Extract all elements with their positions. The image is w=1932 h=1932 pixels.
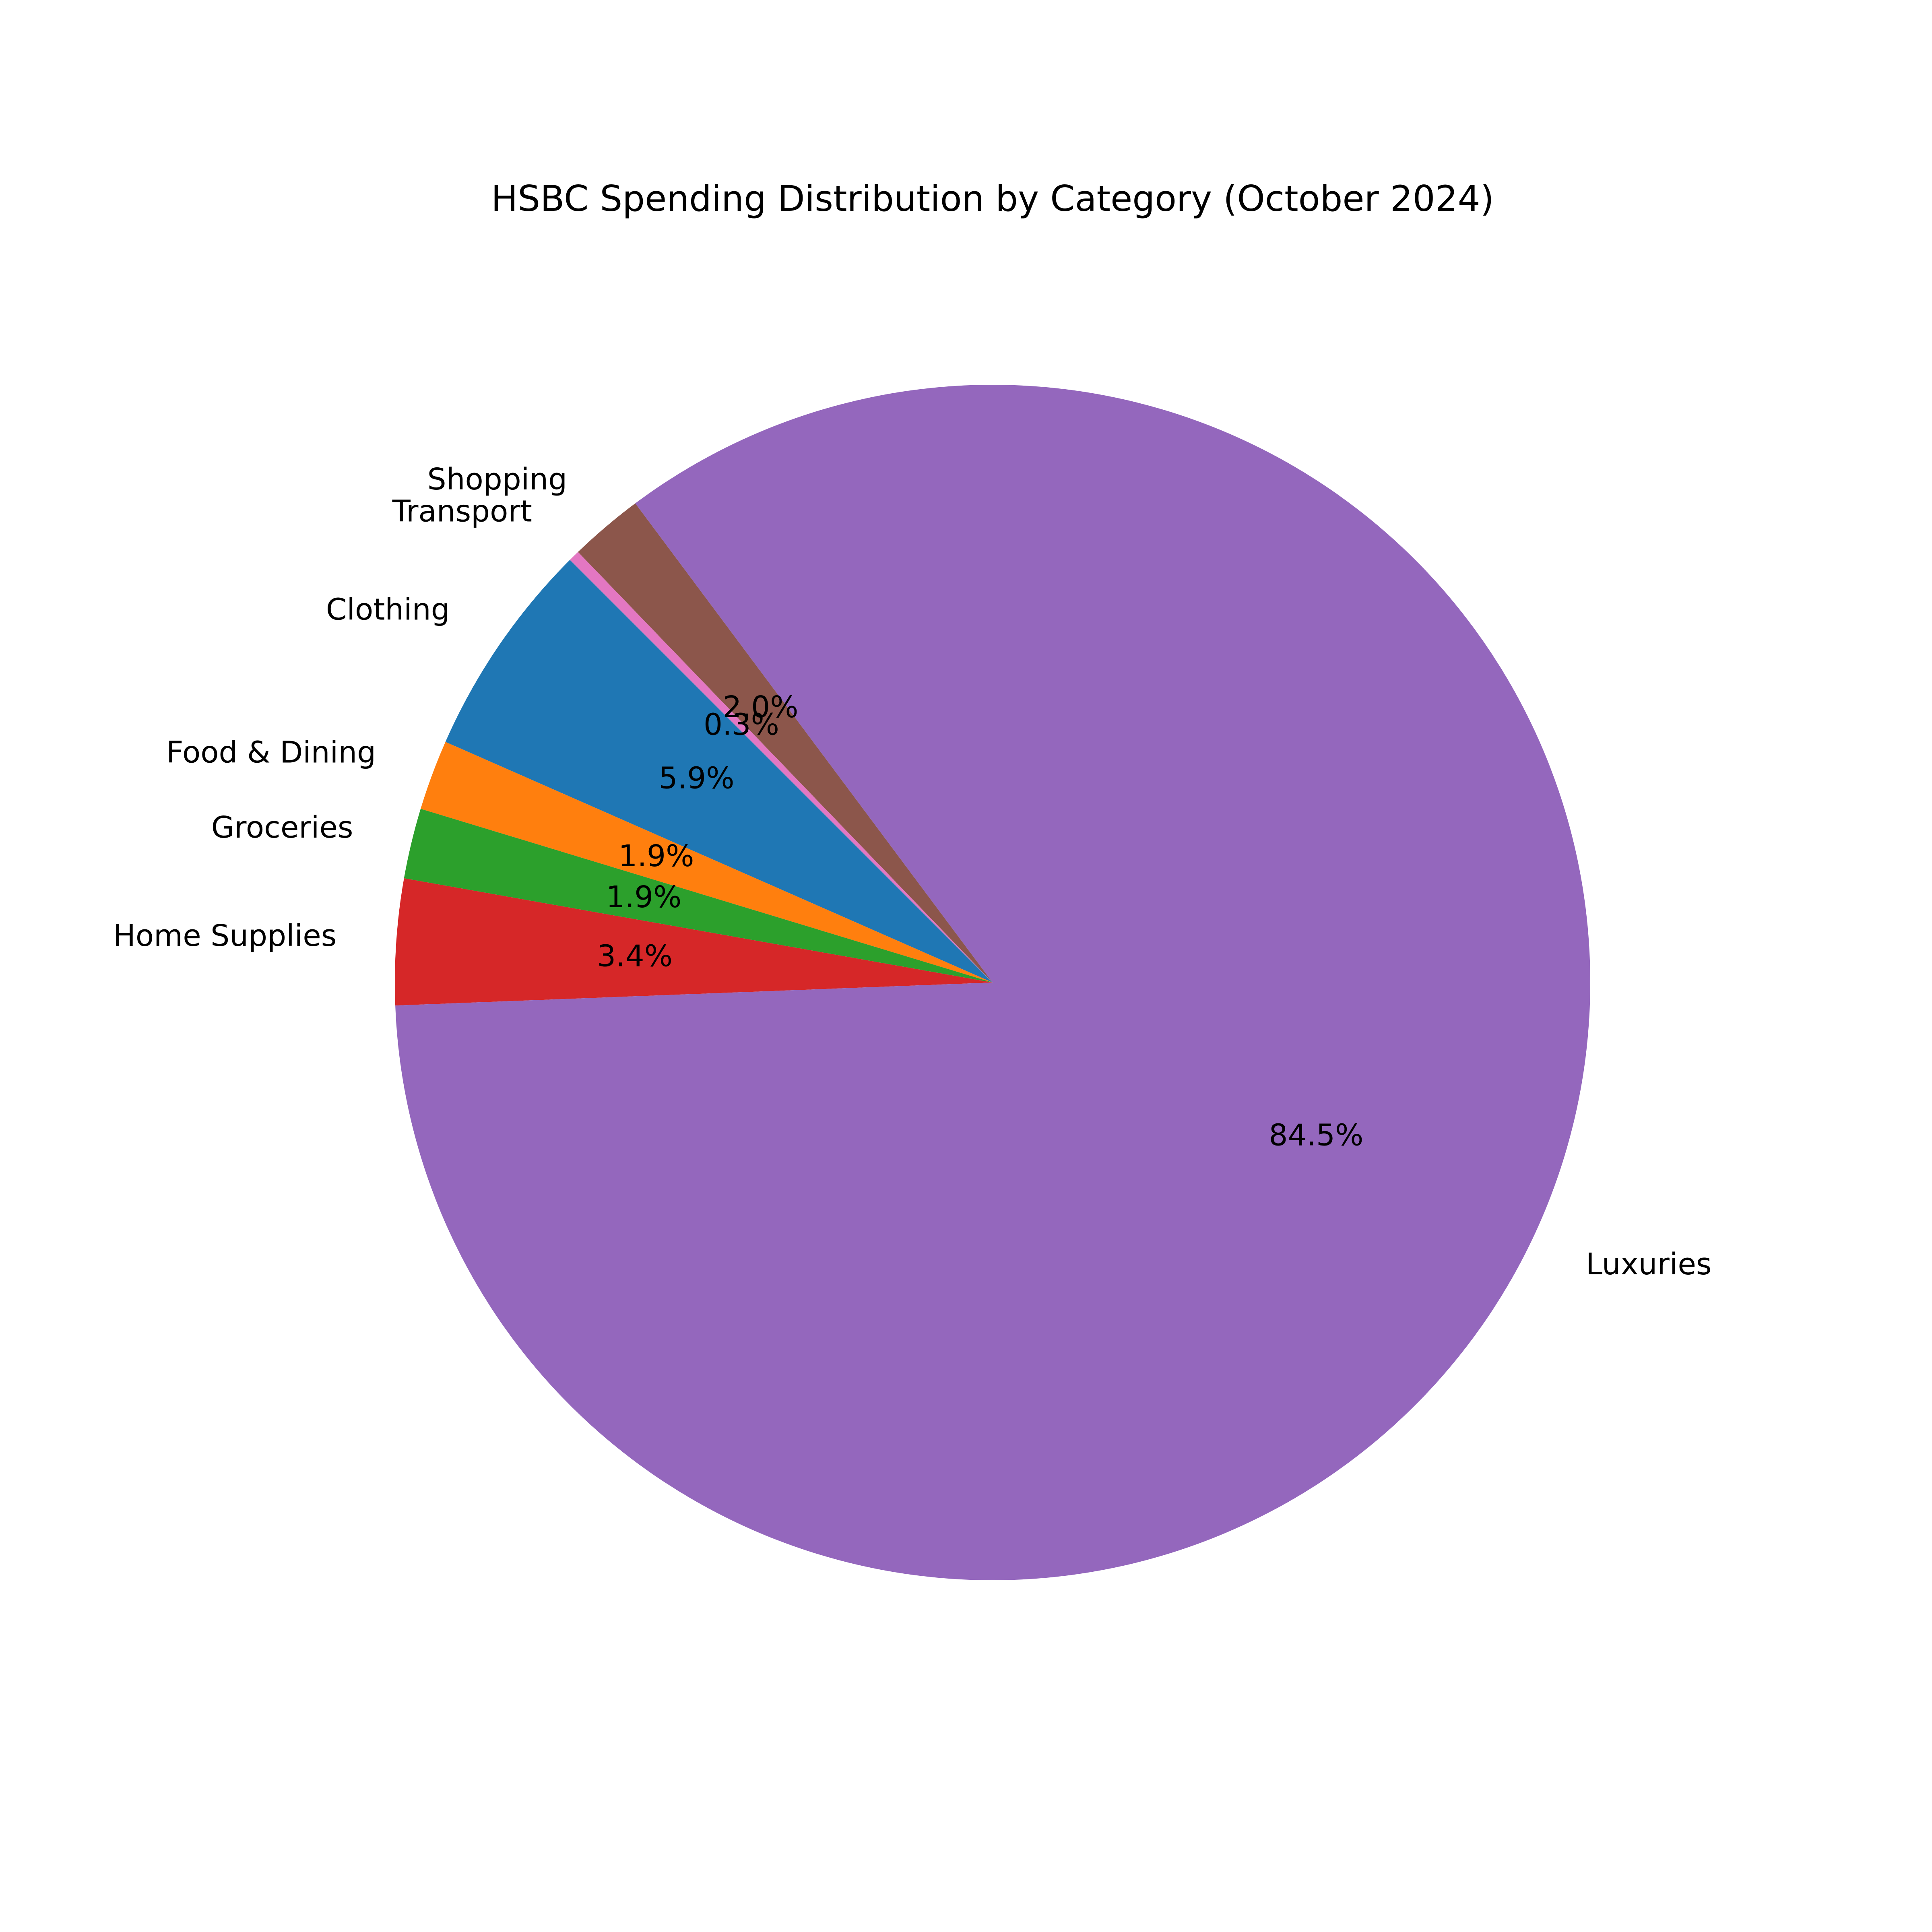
pie-slice-food-dining — [421, 742, 993, 983]
pct-label-transport: 0.3% — [704, 708, 779, 742]
slice-label-shopping: Shopping — [427, 462, 568, 497]
pie-slice-clothing — [445, 559, 993, 983]
pct-label-luxuries: 84.5% — [1269, 1118, 1363, 1153]
pie-slice-transport — [570, 552, 993, 983]
slice-label-clothing: Clothing — [326, 592, 450, 627]
slice-label-transport: Transport — [392, 494, 532, 529]
pie-slice-shopping — [578, 503, 993, 983]
slice-label-luxuries: Luxuries — [1586, 1247, 1712, 1282]
pie-slice-luxuries — [395, 385, 1591, 1580]
labels-layer: Clothing 5.9% Food & Dining 1.9% Groceries 1.… — [113, 462, 1711, 1282]
pct-label-home-supplies: 3.4% — [597, 939, 673, 974]
pct-label-shopping: 2.0% — [723, 690, 799, 724]
pct-label-groceries: 1.9% — [606, 880, 682, 914]
pie-slice-home-supplies — [394, 878, 993, 1006]
chart-title: HSBC Spending Distribution by Category (… — [491, 178, 1494, 219]
slices-layer — [394, 385, 1591, 1580]
pie-slice-groceries — [404, 809, 993, 983]
pct-label-food-dining: 1.9% — [618, 839, 694, 873]
pct-label-clothing: 5.9% — [659, 761, 735, 796]
slice-label-groceries: Groceries — [211, 810, 353, 845]
slice-label-food-dining: Food & Dining — [166, 735, 376, 770]
slice-label-home-supplies: Home Supplies — [113, 919, 336, 953]
